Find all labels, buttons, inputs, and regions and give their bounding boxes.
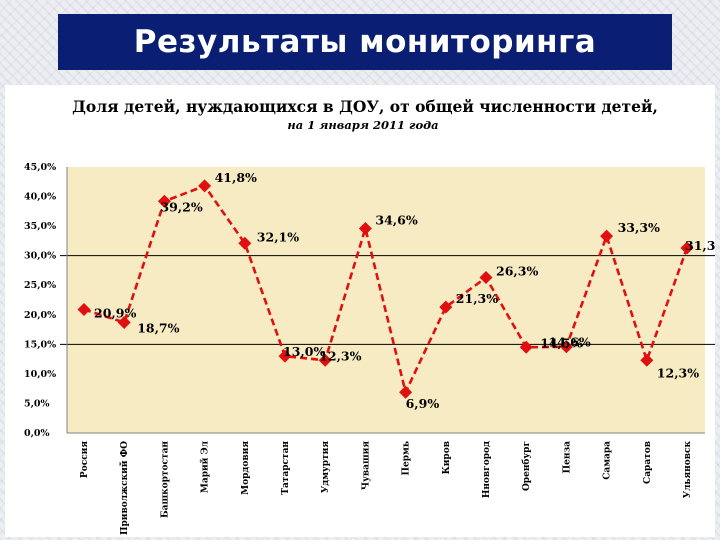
line-chart: Доля детей, нуждающихся в ДОУ, от общей … <box>24 97 715 535</box>
plot-area-group: 0,0% 5,0% 10,0% 15,0% 20,0% 25,0% 30,0% 35,0% 40… <box>24 162 715 535</box>
slide-title: Результаты мониторинга <box>133 24 597 60</box>
y-tick-label: 30,0% <box>24 251 56 262</box>
data-point-marker <box>559 340 573 354</box>
chart-title: Доля детей, нуждающихся в ДОУ, от общей … <box>72 97 658 116</box>
x-tick-label: Оренбург <box>521 441 532 491</box>
y-tick-label: 15,0% <box>24 339 56 350</box>
data-point-marker <box>157 194 171 208</box>
chart-subtitle: на 1 января 2011 года <box>287 118 438 132</box>
x-tick-label: Нновгород <box>482 441 492 498</box>
slide-title-bar: Результаты мониторинга <box>58 14 672 70</box>
x-tick-label: Пенза <box>562 441 572 474</box>
data-label: 21,3% <box>456 291 498 306</box>
data-label: 13,0% <box>283 344 325 359</box>
data-label: 41,8% <box>215 170 257 185</box>
data-label: 12,3% <box>657 365 699 380</box>
data-point-marker <box>318 353 332 367</box>
x-tick-label: Приволжский ФО <box>119 441 130 535</box>
x-tick-label: Чувашия <box>361 441 371 490</box>
chart-panel: Доля детей, нуждающихся в ДОУ, от общей … <box>5 85 715 537</box>
x-tick-label: Мордовия <box>241 441 251 495</box>
x-tick-label: Башкортостан <box>160 441 170 518</box>
data-point-marker <box>439 300 453 314</box>
data-point-marker <box>198 179 212 193</box>
data-point-marker <box>238 236 252 250</box>
data-label: 12,3% <box>319 348 361 363</box>
x-tick-label: Россия <box>80 441 90 478</box>
y-tick-label: 5,0% <box>24 398 50 409</box>
data-point-marker <box>77 302 91 316</box>
plot-background <box>67 167 705 433</box>
x-tick-label: Марий Эл <box>200 440 211 493</box>
y-tick-label: 0,0% <box>24 428 50 439</box>
x-tick-label: Ульяновск <box>683 441 693 499</box>
data-label: 20,9% <box>94 305 136 320</box>
x-tick-label: Удмуртия <box>321 441 331 493</box>
data-label: 34,6% <box>375 212 417 227</box>
data-label: 18,7% <box>137 320 179 335</box>
data-label: 39,2% <box>160 199 202 214</box>
data-label: 14,5% <box>540 335 582 350</box>
y-tick-label: 25,0% <box>24 280 56 291</box>
x-tick-label: Киров <box>442 441 452 474</box>
data-point-marker <box>117 315 131 329</box>
data-point-marker <box>519 340 533 354</box>
data-point-marker <box>399 385 413 399</box>
data-label: 31,3% <box>685 238 715 253</box>
y-tick-label: 20,0% <box>24 310 56 321</box>
data-label: 32,1% <box>257 229 299 244</box>
series-line <box>83 184 689 394</box>
y-tick-label: 40,0% <box>24 192 56 203</box>
data-label: 26,3% <box>496 264 538 279</box>
x-tick-label: Самара <box>603 441 613 480</box>
data-point-marker <box>640 353 654 367</box>
data-label: 6,9% <box>406 396 440 411</box>
y-tick-label: 35,0% <box>24 221 56 232</box>
data-label: 14,6% <box>548 335 590 350</box>
x-tick-label: Пермь <box>402 441 412 475</box>
x-tick-label: Татарстан <box>281 441 291 495</box>
data-point-marker <box>358 221 372 235</box>
y-tick-label: 45,0% <box>24 162 56 173</box>
data-point-marker <box>680 241 694 255</box>
data-point-marker <box>479 271 493 285</box>
y-tick-label: 10,0% <box>24 369 56 380</box>
x-tick-label: Саратов <box>643 441 653 484</box>
data-point-marker <box>600 229 614 243</box>
data-label: 33,3% <box>618 220 660 235</box>
data-point-marker <box>278 349 292 363</box>
